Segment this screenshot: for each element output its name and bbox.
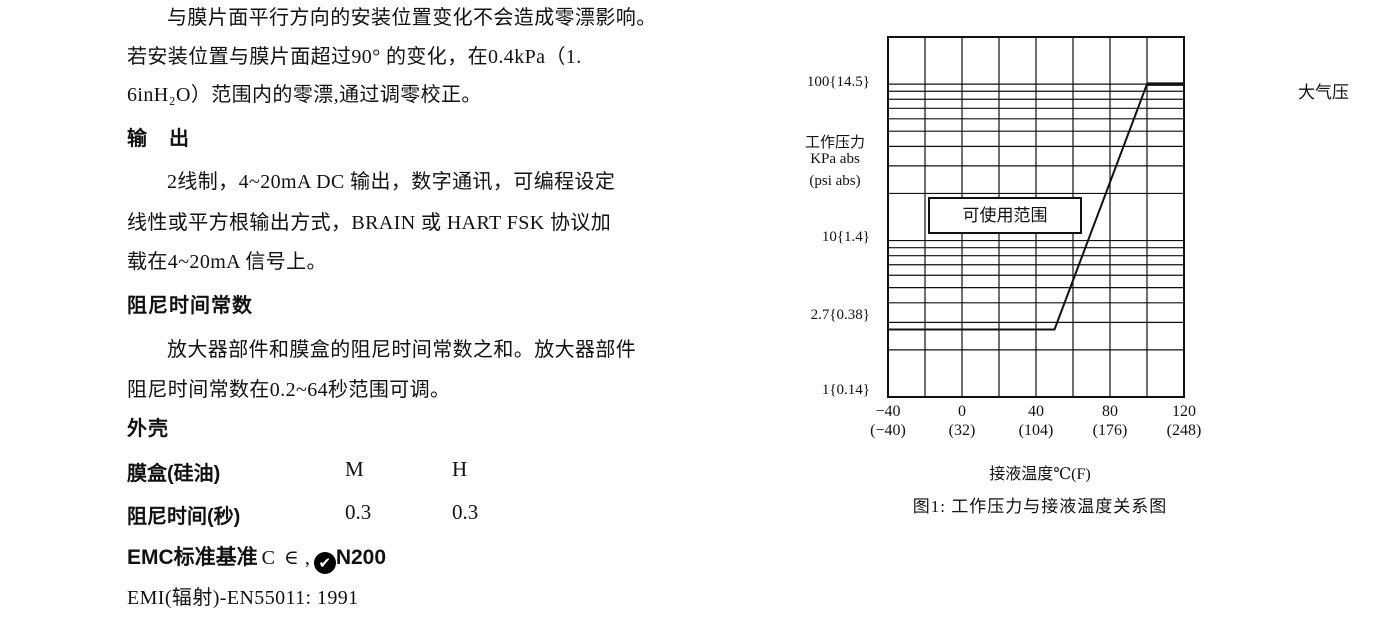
y-tick-10: 10{1.4}: [821, 229, 870, 245]
mounting-note-line3: 6inH₂O）范围内的零漂,通过调零校正。: [127, 84, 482, 106]
row-label-capsule: 膜盒(硅油): [127, 463, 221, 485]
x-tick-f-32: (32): [948, 422, 976, 439]
x-tick-f-176: (176): [1092, 422, 1128, 439]
emc-standard-line: EMC标准基准 C ∈ , ✔ N200: [127, 541, 387, 574]
pressure-temperature-chart: [887, 36, 1185, 398]
mounting-note-line2: 若安装位置与膜片面超过90° 的变化，在0.4kPa（1.: [127, 46, 582, 68]
x-tick-c-120: 120: [1172, 403, 1196, 420]
emc-prefix: EMC标准基准: [127, 546, 258, 569]
usable-range-box: 可使用范围: [928, 197, 1082, 234]
x-tick-c-40: 40: [1028, 403, 1044, 420]
ce-mark: C ∈: [261, 547, 301, 569]
y-axis-title-line1: 工作压力: [804, 135, 865, 151]
table-row: 阻尼时间(秒) 0.3 0.3: [127, 500, 647, 528]
y-tick-100: 100{14.5}: [806, 74, 870, 90]
row-label-damping-time: 阻尼时间(秒): [127, 506, 241, 528]
x-tick-f-neg40: (−40): [870, 422, 906, 439]
y-tick-2p7: 2.7{0.38}: [810, 307, 870, 323]
damping-m-value: 0.3: [345, 500, 372, 524]
y-axis-title-line2: KPa abs: [810, 151, 860, 167]
x-tick-c-0: 0: [958, 403, 966, 420]
damping-h-value: 0.3: [452, 500, 479, 524]
c-tick-icon: ✔: [313, 552, 336, 574]
x-tick-f-104: (104): [1018, 422, 1054, 439]
spec-text-column: 与膜片面平行方向的安装位置变化不会造成零漂影响。 若安装位置与膜片面超过90° …: [127, 0, 707, 619]
x-tick-f-248: (248): [1166, 422, 1202, 439]
mounting-note-line1: 与膜片面平行方向的安装位置变化不会造成零漂影响。: [167, 7, 657, 29]
emi-standard-line: EMI(辐射)-EN55011: 1991: [127, 587, 359, 609]
x-tick-c-80: 80: [1102, 403, 1118, 420]
y-axis-title-line3: (psi abs): [809, 173, 861, 189]
output-line2: 线性或平方根输出方式，BRAIN 或 HART FSK 协议加: [127, 212, 612, 234]
damping-heading: 阻尼时间常数: [127, 295, 253, 317]
x-axis-label: 接液温度℃(F): [989, 466, 1091, 483]
table-row: 膜盒(硅油) M H: [127, 457, 647, 485]
output-heading: 输 出: [127, 128, 190, 150]
ctick-code: N200: [335, 546, 387, 569]
damping-line1: 放大器部件和膜盒的阻尼时间常数之和。放大器部件: [167, 339, 637, 361]
x-tick-c-neg40: −40: [875, 403, 901, 420]
output-line1: 2线制，4~20mA DC 输出，数字通讯，可编程设定: [167, 171, 616, 193]
emc-separator: ,: [304, 547, 310, 569]
y-tick-1: 1{0.14}: [821, 382, 870, 398]
usable-range-boundary-line: [888, 83, 1148, 331]
figure-1: 100{14.5} 10{1.4} 2.7{0.38} 1{0.14} 工作压力…: [760, 0, 1384, 619]
output-line3: 载在4~20mA 信号上。: [127, 251, 327, 273]
figure-caption: 图1: 工作压力与接液温度关系图: [912, 497, 1168, 516]
capsule-h-value: H: [452, 457, 468, 481]
atmospheric-pressure-label: 大气压: [1298, 83, 1349, 102]
housing-heading: 外壳: [127, 418, 169, 440]
damping-line2: 阻尼时间常数在0.2~64秒范围可调。: [127, 379, 451, 401]
capsule-m-value: M: [345, 457, 364, 481]
